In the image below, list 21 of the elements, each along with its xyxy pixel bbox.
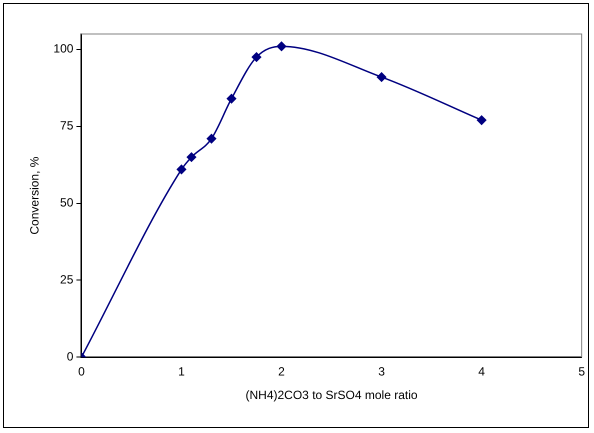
point <box>226 94 236 104</box>
y-tick-label: 0 <box>66 350 74 364</box>
y-tick-label: 25 <box>60 272 74 287</box>
point <box>376 72 386 82</box>
y-tick-label: 100 <box>53 42 74 56</box>
point <box>176 164 186 174</box>
x-tick-label: 3 <box>378 364 386 379</box>
x-tick-label: 1 <box>178 364 186 379</box>
point <box>252 52 262 62</box>
y-tick-label: 50 <box>60 196 74 210</box>
x-tick-label: 4 <box>478 364 486 379</box>
point <box>276 42 286 52</box>
y-axis-title: Conversion, % <box>28 156 42 235</box>
x-axis-title: (NH4)2CO3 to SrSO4 mole ratio <box>246 388 418 402</box>
y-tick-label: 75 <box>60 118 74 133</box>
point <box>476 115 486 125</box>
x-tick-label: 0 <box>78 364 86 379</box>
point <box>206 134 216 144</box>
x-tick-label: 5 <box>578 364 586 379</box>
x-tick-label: 2 <box>278 364 286 379</box>
point <box>186 152 196 162</box>
